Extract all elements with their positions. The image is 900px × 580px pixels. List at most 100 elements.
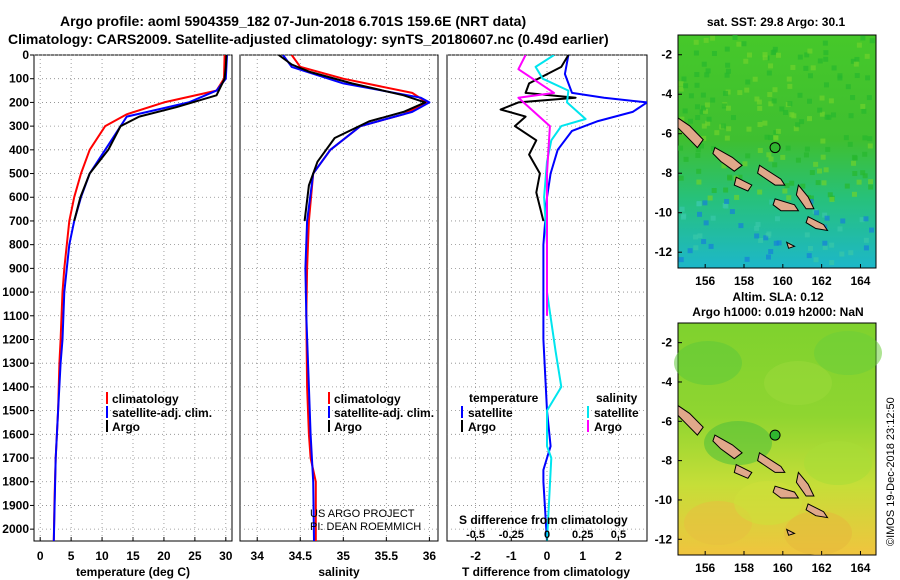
sst-pixel — [850, 58, 856, 64]
sst-pixel — [854, 73, 860, 79]
island-shape — [712, 434, 743, 460]
sst-pixel — [868, 184, 874, 190]
sst-pixel — [839, 251, 845, 257]
map-lon-label: 164 — [850, 561, 870, 575]
sst-pixel — [823, 50, 829, 56]
sla-texture — [674, 331, 882, 555]
salinity-legend: climatology satellite-adj. clim. Argo — [328, 392, 434, 434]
sst-pixel — [699, 109, 705, 115]
map-lat-label: -10 — [655, 493, 673, 507]
sst-float-marker — [769, 142, 781, 154]
depth-tick-label: 1000 — [2, 285, 29, 299]
sst-pixel — [831, 65, 837, 71]
sst-pixel — [695, 115, 701, 121]
sst-pixel — [682, 108, 688, 114]
sst-pixel — [800, 183, 806, 189]
sst-pixel — [863, 216, 869, 222]
sst-pixel — [762, 52, 768, 58]
sst-pixel — [696, 179, 702, 185]
sst-pixel — [821, 180, 827, 186]
depth-tick-label: 1900 — [2, 498, 29, 512]
map-lon-label: 160 — [773, 561, 793, 575]
sst-pixel — [768, 101, 774, 107]
x-tick-label: 36 — [423, 549, 437, 563]
sst-pixel — [860, 170, 866, 176]
depth-tick-label: 100 — [9, 72, 29, 86]
sst-pixel — [789, 180, 795, 186]
sst-pixel — [864, 53, 870, 59]
map-lon-label: 162 — [812, 274, 832, 288]
island-shape — [677, 404, 704, 436]
island-shape — [795, 183, 815, 210]
sst-pixel — [722, 202, 728, 208]
legend-label-climatology: climatology — [334, 392, 401, 406]
sst-pixel — [854, 56, 860, 62]
sst-pixel — [806, 98, 812, 104]
island-shape — [733, 463, 753, 479]
temperature-grid — [34, 54, 232, 541]
sst-pixel — [678, 175, 684, 181]
sst-pixel — [731, 115, 737, 121]
sst-pixel — [744, 256, 750, 262]
x-tick-label: 15 — [126, 549, 140, 563]
sst-pixel — [804, 232, 810, 238]
sst-pixel — [820, 154, 826, 160]
depth-tick-label: 1100 — [3, 309, 29, 323]
sst-pixel — [701, 61, 707, 67]
sst-pixel — [822, 212, 828, 218]
sst-pixel — [819, 111, 825, 117]
sst-pixel — [860, 103, 866, 109]
sst-pixel — [772, 162, 778, 168]
sst-pixel — [745, 153, 751, 159]
sst-pixel — [808, 195, 814, 201]
sst-pixel — [820, 138, 826, 144]
sst-pixel — [727, 175, 733, 181]
sst-pixel — [768, 135, 774, 141]
sst-pixel — [764, 134, 770, 140]
sst-pixel — [827, 192, 833, 198]
map-lat-label: -4 — [661, 375, 672, 389]
sst-pixel — [772, 87, 778, 93]
sst-pixel — [725, 68, 731, 74]
sst-pixel — [698, 143, 704, 149]
sst-pixel — [768, 63, 774, 69]
legend-title-temperature: temperature — [469, 391, 539, 405]
sst-pixel — [775, 128, 781, 134]
sst-pixel — [747, 52, 753, 58]
sla-blob — [734, 481, 802, 525]
sst-pixel — [804, 146, 810, 152]
sst-pixel — [829, 242, 835, 248]
sst-pixel — [797, 54, 803, 60]
sla-blob — [804, 441, 872, 485]
sst-pixel — [693, 234, 699, 240]
sst-pixel — [732, 35, 738, 41]
sla-float-marker — [769, 429, 781, 441]
depth-tick-label: 0 — [22, 48, 29, 62]
salinity-difference-ticks: -0.5 -0.25 0 0.25 0.5 — [466, 529, 626, 541]
island-shape — [757, 452, 786, 473]
sst-pixel — [823, 167, 829, 173]
credit-project: US ARGO PROJECT — [310, 508, 415, 520]
depth-tick-label: 700 — [9, 214, 29, 228]
map-lon-label: 164 — [850, 274, 870, 288]
depth-tick-label: 400 — [9, 143, 29, 157]
sst-pixel — [738, 223, 744, 229]
temperature-xlabel: temperature (deg C) — [76, 565, 190, 579]
sst-pixel — [869, 38, 875, 44]
sst-pixel — [694, 82, 700, 88]
legend-label-s-satellite: satellite — [594, 406, 639, 420]
sst-pixel — [737, 90, 743, 96]
sst-pixel — [711, 145, 717, 151]
footer-timestamp: ©IMOS 19-Dec-2018 23:12:50 — [885, 397, 897, 546]
sst-pixel — [867, 143, 873, 149]
x-tick-label: 35.5 — [375, 549, 399, 563]
secondary-tick-label: 0 — [544, 529, 550, 541]
sst-pixel — [683, 83, 689, 89]
sst-pixel — [773, 135, 779, 141]
sla-map-title-2: Argo h1000: 0.019 h2000: NaN — [692, 305, 863, 319]
sst-pixel — [844, 183, 850, 189]
sst-pixel — [724, 198, 730, 204]
sst-pixel — [711, 51, 717, 57]
island-shape — [805, 215, 829, 232]
sst-pixel — [787, 101, 793, 107]
